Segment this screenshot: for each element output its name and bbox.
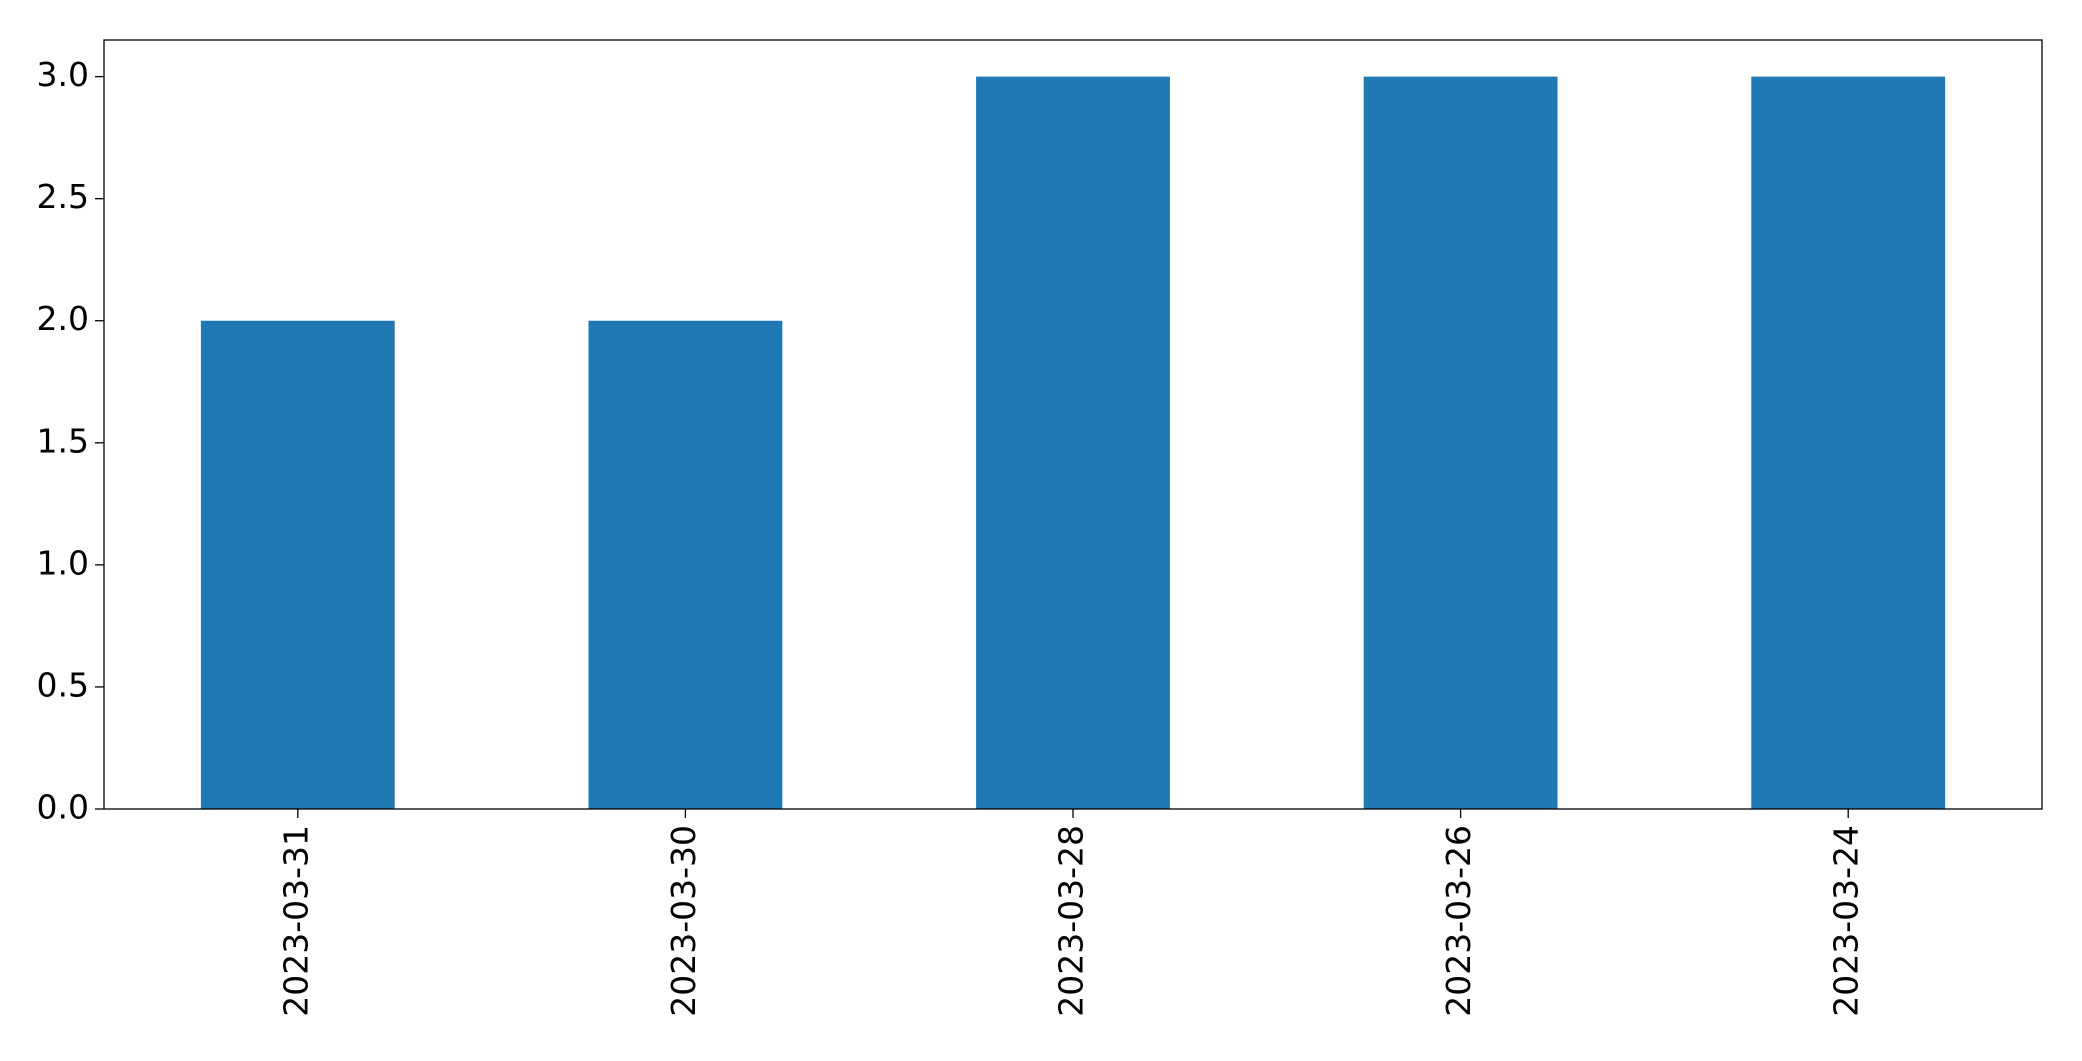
x-tick-label: 2023-03-30 [664, 825, 703, 1017]
y-tick-label: 2.0 [37, 299, 89, 338]
bar [1363, 76, 1558, 810]
bar [200, 320, 395, 809]
x-tick-label: 2023-03-28 [1052, 825, 1091, 1017]
x-tick-label: 2023-03-26 [1439, 825, 1478, 1017]
bar [976, 76, 1170, 810]
y-tick-label: 1.5 [37, 421, 89, 460]
x-tick-label: 2023-03-31 [276, 825, 315, 1017]
y-tick-label: 3.0 [37, 55, 89, 94]
y-tick-label: 0.0 [37, 788, 89, 827]
y-tick-label: 1.0 [37, 543, 89, 582]
y-tick-label: 2.5 [37, 177, 89, 216]
x-tick-label: 2023-03-24 [1827, 825, 1866, 1017]
bar [588, 320, 783, 809]
bar [1751, 76, 1946, 810]
plot-frame [103, 39, 2043, 810]
y-tick-label: 0.5 [37, 665, 89, 704]
